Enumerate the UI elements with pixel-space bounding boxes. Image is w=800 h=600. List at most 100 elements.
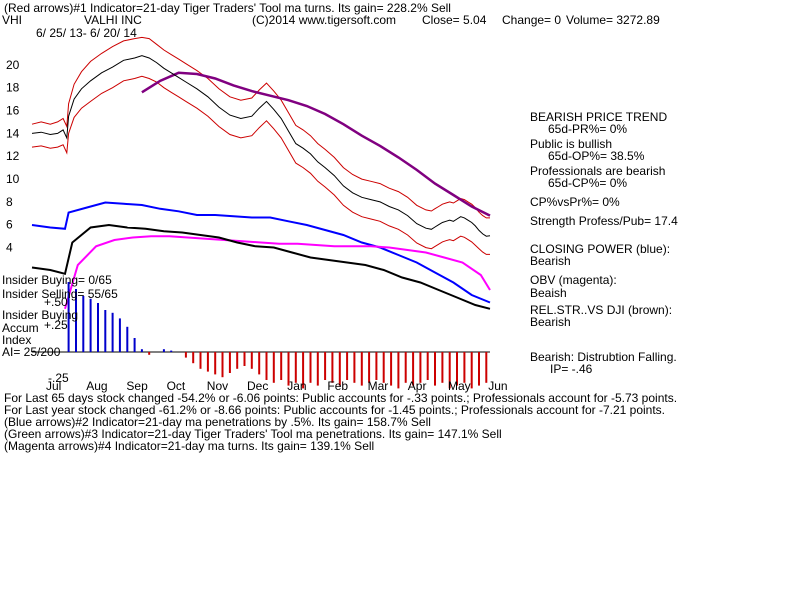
- bands: [31, 36, 490, 255]
- accum-bar: [280, 352, 283, 380]
- strength-value: Strength Profess/Pub= 17.4: [530, 214, 678, 228]
- x-tick-label: May: [448, 379, 471, 393]
- accum-bar: [206, 352, 209, 372]
- accum-bar: [272, 352, 275, 383]
- y-tick-label: 12: [6, 149, 20, 163]
- y-tick-label: 20: [6, 58, 20, 72]
- accum-bar: [89, 298, 92, 352]
- accum-bar: [419, 352, 422, 383]
- accum-bar: [434, 352, 436, 386]
- x-tick-label: Nov: [207, 379, 228, 393]
- accum-bar: [243, 352, 246, 366]
- accum-bar: [324, 352, 327, 380]
- accum-tick-p50: +.50: [44, 295, 68, 309]
- accum-bar: [287, 352, 290, 386]
- obv-status: Beaish: [530, 286, 567, 300]
- prof-bearish: Professionals are bearish: [530, 164, 666, 178]
- company-name: VALHI INC: [84, 13, 142, 27]
- accum-tick-m25: -.25: [48, 371, 69, 385]
- accum-bar: [258, 352, 261, 375]
- footer-line4: (Green arrows)#3 Indicator=21-day Tiger …: [4, 427, 502, 441]
- accum-bar: [390, 352, 393, 386]
- closing-power-status: Bearish: [530, 254, 571, 268]
- header-line1: (Red arrows)#1 Indicator=21-day Tiger Tr…: [4, 1, 451, 15]
- price-line: [31, 55, 491, 237]
- relstr-label: REL.STR..VS DJI (brown):: [530, 303, 673, 317]
- close-value: Close= 5.04: [422, 13, 487, 27]
- y-tick-label: 4: [6, 241, 13, 255]
- lower-band: [31, 75, 490, 255]
- ai-value: AI= 25/200: [2, 345, 61, 359]
- cp-value: 65d-CP%= 0%: [548, 176, 628, 190]
- obv-label: OBV (magenta):: [530, 273, 617, 287]
- accum-bar: [302, 352, 305, 389]
- accum-bar: [456, 352, 458, 386]
- distribution-label: Bearish: Distrubtion Falling.: [530, 350, 677, 364]
- accum-bar: [97, 303, 99, 352]
- accum-title-2: Accum: [2, 321, 39, 335]
- accum-bar: [316, 352, 319, 386]
- accum-bar: [118, 318, 121, 352]
- accum-title-1: Insider Buying: [2, 308, 79, 322]
- accum-bar: [309, 352, 312, 383]
- accum-bar: [485, 352, 488, 383]
- accum-bar: [236, 352, 239, 369]
- x-tick-label: Jul: [46, 379, 61, 393]
- y-tick-label: 18: [6, 81, 20, 95]
- accum-bar: [184, 352, 187, 358]
- x-tick-label: Dec: [247, 379, 268, 393]
- accum-tick-p25: +.25: [44, 318, 68, 332]
- accum-bar: [265, 352, 268, 380]
- upper-band: [31, 36, 490, 219]
- accum-bar: [441, 352, 444, 383]
- accum-bar: [214, 352, 217, 375]
- accum-bar: [82, 296, 85, 352]
- accum-bar: [221, 352, 224, 378]
- accum-bar: [426, 352, 429, 380]
- y-tick-label: 16: [6, 104, 20, 118]
- accum-bar: [228, 352, 231, 373]
- closing-power-label: CLOSING POWER (blue):: [530, 242, 671, 256]
- accum-title-3: Index: [2, 333, 32, 347]
- accum-bar: [404, 352, 407, 383]
- date-range: 6/ 25/ 13- 6/ 20/ 14: [36, 26, 137, 40]
- accum-bar: [360, 352, 363, 386]
- accum-bar: [104, 310, 107, 352]
- copyright: (C)2014 www.tigersoft.com: [252, 13, 397, 27]
- accum-bar: [448, 352, 451, 389]
- x-tick-label: Aug: [86, 379, 107, 393]
- accum-bar: [382, 352, 385, 383]
- y-tick-label: 6: [6, 218, 13, 232]
- accum-bar: [412, 352, 415, 386]
- accum-bar: [368, 352, 371, 383]
- op-value: 65d-OP%= 38.5%: [548, 149, 645, 163]
- ma-line: [141, 71, 491, 217]
- ticker: VHI: [2, 13, 23, 27]
- accum-bar: [375, 352, 378, 380]
- y-tick-label: 10: [6, 172, 20, 186]
- accum-bar: [140, 349, 143, 352]
- accum-bar: [162, 349, 165, 352]
- bearish-trend: BEARISH PRICE TREND: [530, 110, 668, 124]
- accum-bar: [353, 352, 356, 383]
- volume-value: Volume= 3272.89: [566, 13, 660, 27]
- accum-bar: [463, 352, 466, 383]
- axes: 4 6 8 10 12 14 16 18 20 Jul Aug Sep Oct Nov Dec Jan Feb M…: [6, 58, 508, 393]
- accum-bar: [111, 312, 114, 352]
- accum-bar: [478, 352, 480, 386]
- accum-bar: [192, 352, 195, 364]
- change-value: Change= 0: [502, 13, 562, 27]
- y-tick-label: 8: [6, 195, 13, 209]
- accum-bar: [294, 352, 297, 383]
- accum-bar: [199, 352, 202, 369]
- ip-value: IP= -.46: [550, 362, 593, 376]
- accum-bar: [346, 352, 349, 380]
- relstr-line: [31, 223, 491, 310]
- footer-line2: For Last year stock changed -61.2% or -8…: [4, 403, 666, 417]
- x-tick-label: Oct: [167, 379, 186, 393]
- cpvspr-value: CP%vsPr%= 0%: [530, 195, 620, 209]
- x-tick-label: Feb: [327, 379, 348, 393]
- accum-bar: [338, 352, 341, 386]
- relstr-status: Bearish: [530, 315, 571, 329]
